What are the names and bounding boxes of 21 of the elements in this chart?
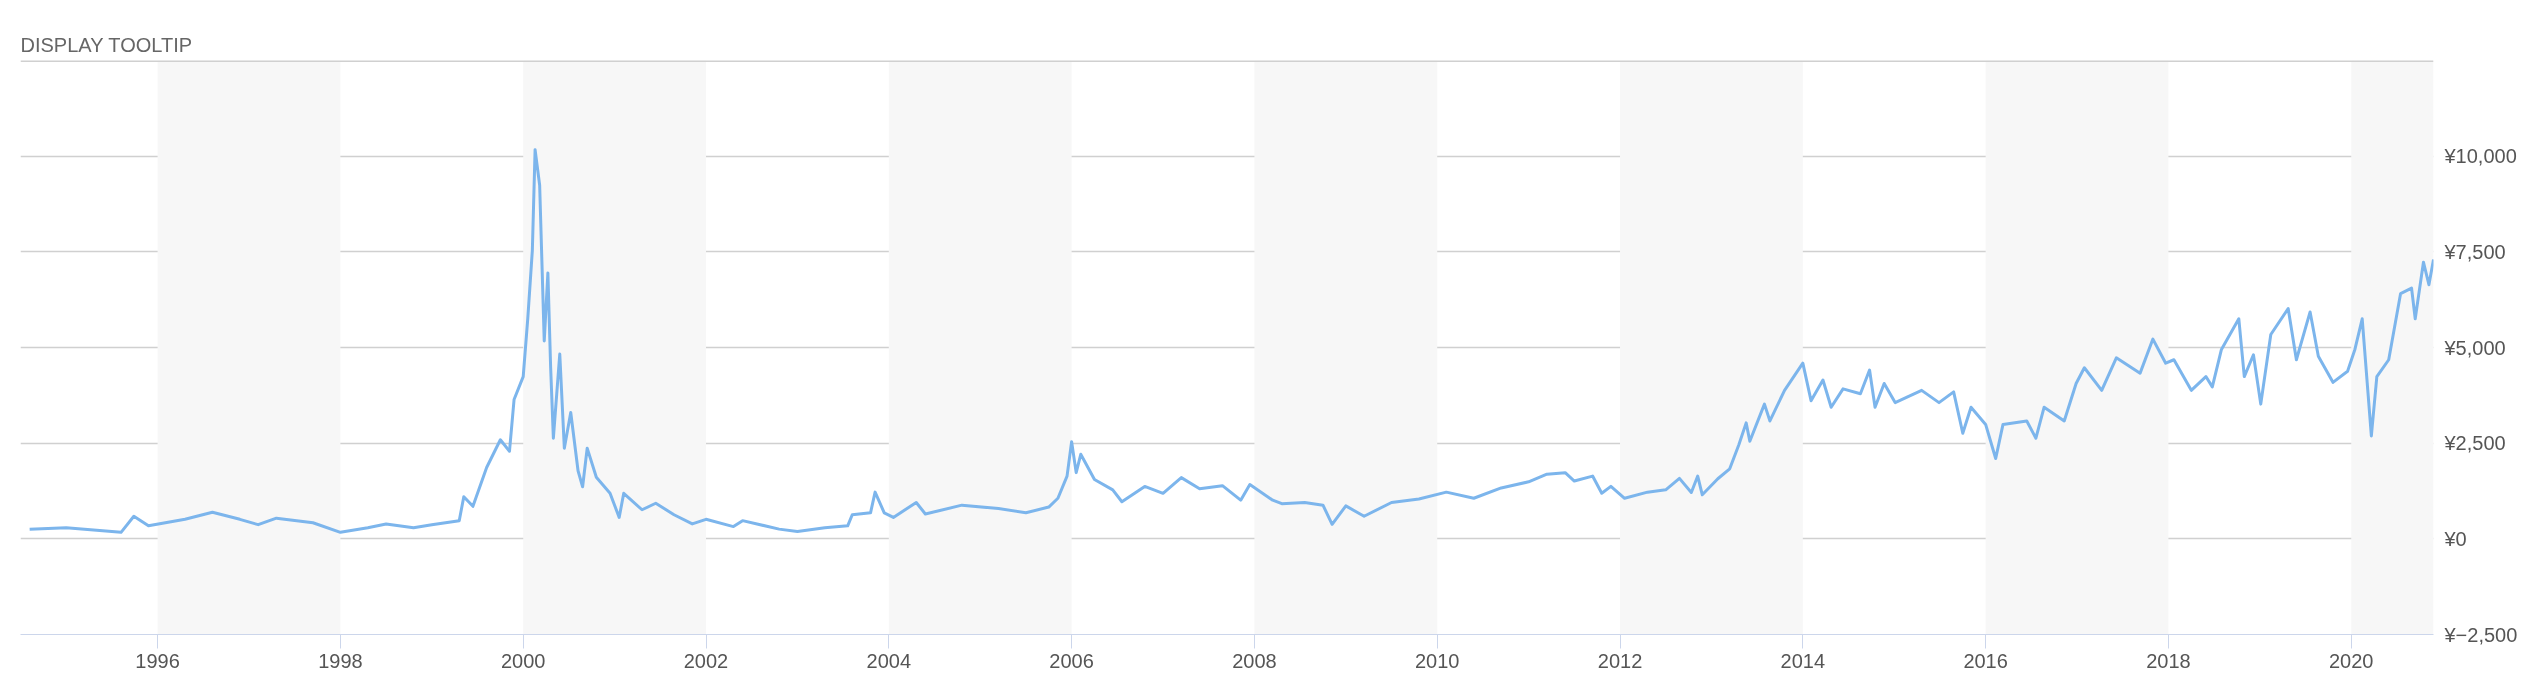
x-tick-label: 2006: [1049, 649, 1094, 672]
y-tick-label: ¥0: [2443, 527, 2467, 550]
line-series: [28, 148, 2434, 534]
x-tick-label: 1996: [135, 649, 180, 672]
x-tick-label: 2004: [866, 649, 912, 672]
x-tick-label: 2014: [1780, 649, 1826, 672]
x-tick-label: 2002: [683, 649, 729, 672]
y-tick-label: ¥5,000: [2443, 336, 2506, 359]
x-tick-label: 2018: [2146, 649, 2191, 672]
x-tick-label: 2008: [1232, 649, 1277, 672]
x-tick-label: 2016: [1963, 649, 2008, 672]
x-tick-label: 2012: [1597, 649, 1643, 672]
x-tick-label: 2020: [2328, 649, 2374, 672]
x-tick-label: 2000: [500, 649, 546, 672]
y-tick-label: ¥−2,500: [2443, 623, 2518, 646]
y-tick-label: ¥10,000: [2443, 145, 2517, 168]
x-tick-label: 1998: [318, 649, 363, 672]
y-tick-label: ¥2,500: [2443, 432, 2506, 455]
y-tick-label: ¥7,500: [2443, 240, 2506, 263]
x-tick-label: 2010: [1414, 649, 1460, 672]
text: DISPLAY TOOLTIP: [20, 33, 193, 56]
